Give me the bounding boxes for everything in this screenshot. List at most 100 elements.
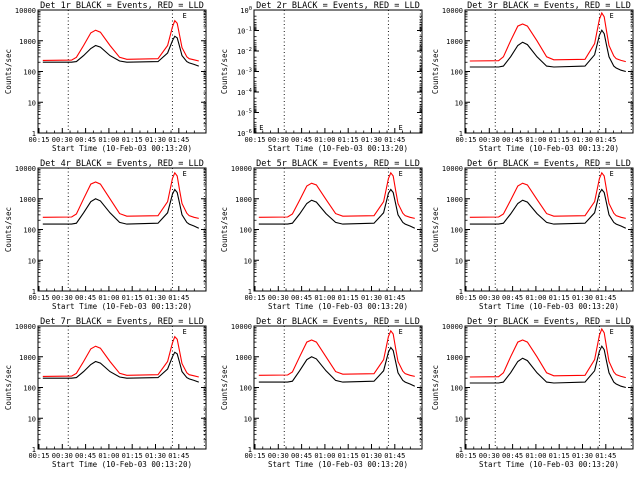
x-tick-label: 01:00 <box>314 294 335 302</box>
y-tick-label: 100 <box>23 385 36 393</box>
series-line-lld <box>469 327 626 379</box>
panel-title: Det 2r BLACK = Events, RED = LLD <box>256 1 420 11</box>
x-tick-label: 00:15 <box>244 136 265 144</box>
y-tick-label: 1000 <box>19 354 36 362</box>
panel-title: Det 4r BLACK = Events, RED = LLD <box>40 159 204 169</box>
y-tick-label: 10-5 <box>237 109 252 118</box>
series-line-events <box>258 346 416 387</box>
x-tick-label: 01:30 <box>145 452 166 460</box>
panel-det-4: Det 4r BLACK = Events, RED = LLD 1 10 100 10… <box>4 159 207 311</box>
plot-frame <box>253 325 423 450</box>
x-tick-label: 01:00 <box>314 452 335 460</box>
y-tick-label: 10000 <box>231 165 252 173</box>
x-axis-label: Start Time (10-Feb-03 00:13:20) <box>479 144 619 153</box>
x-tick-label: 00:30 <box>479 136 500 144</box>
x-tick-label: 01:15 <box>338 294 359 302</box>
y-tick-label: 1 <box>32 446 36 454</box>
panel-det-9: Det 9r BLACK = Events, RED = LLD 1 10 100 10… <box>431 317 634 469</box>
y-tick-label: 1 <box>248 288 252 296</box>
x-tick-label: 01:15 <box>549 294 570 302</box>
y-tick-label: 1 <box>32 130 36 138</box>
y-tick-label: 10-4 <box>237 88 253 97</box>
x-axis-label: Start Time (10-Feb-03 00:13:20) <box>479 302 619 311</box>
y-tick-exponent: -6 <box>245 129 252 135</box>
series-line-events <box>42 35 199 67</box>
series-line-lld <box>469 171 626 219</box>
y-tick-label: 1 <box>459 288 463 296</box>
x-tick-label: 01:45 <box>384 452 405 460</box>
y-axis-label: Counts/sec <box>4 365 13 410</box>
y-tick-label: 10000 <box>15 323 36 331</box>
event-marker: E <box>398 170 402 178</box>
y-axis-label: Counts/sec <box>220 365 229 410</box>
event-marker: E <box>609 12 613 20</box>
series-line-events <box>42 351 199 383</box>
y-axis-label: Counts/sec <box>220 207 229 252</box>
y-tick-label: 1 <box>459 130 463 138</box>
y-tick-label: 1000 <box>19 38 36 46</box>
series-line-events <box>469 29 626 73</box>
y-tick-label: 10-2 <box>237 47 252 56</box>
y-tick-label: 1 <box>32 288 36 296</box>
y-tick-label: 10 <box>244 257 252 265</box>
y-tick-label: 1000 <box>446 354 463 362</box>
panel-det-5: Det 5r BLACK = Events, RED = LLD 1 10 100 10… <box>220 159 423 311</box>
x-tick-label: 00:30 <box>479 294 500 302</box>
x-axis-label: Start Time (10-Feb-03 00:13:20) <box>52 144 192 153</box>
x-tick-label: 00:30 <box>268 136 289 144</box>
y-tick-label: 100 <box>450 69 463 77</box>
x-tick-label: 00:45 <box>291 294 312 302</box>
x-tick-label: 01:45 <box>168 294 189 302</box>
y-tick-label: 10-6 <box>237 129 252 138</box>
x-tick-label: 00:45 <box>502 294 523 302</box>
panel-title: Det 1r BLACK = Events, RED = LLD <box>40 1 204 11</box>
x-tick-label: 00:45 <box>291 136 312 144</box>
panel-det-7: Det 7r BLACK = Events, RED = LLD 1 10 100 10… <box>4 317 207 469</box>
y-tick-exponent: -1 <box>245 27 252 33</box>
x-tick-label: 00:30 <box>268 294 289 302</box>
y-tick-exponent: -5 <box>245 109 252 115</box>
y-axis-label: Counts/sec <box>4 207 13 252</box>
y-axis-label: Counts/sec <box>431 207 440 252</box>
y-tick-label: 100 <box>23 227 36 235</box>
x-tick-label: 00:15 <box>28 294 49 302</box>
x-tick-label: 01:45 <box>168 136 189 144</box>
y-tick-label: 10 <box>455 257 463 265</box>
x-tick-label: 00:45 <box>75 136 96 144</box>
x-tick-label: 00:45 <box>502 136 523 144</box>
y-axis-label: Counts/sec <box>431 49 440 94</box>
panel-det-2: Det 2r BLACK = Events, RED = LLD 100 10-1 1… <box>220 1 423 153</box>
x-tick-label: 00:15 <box>244 452 265 460</box>
event-marker: E <box>182 12 186 20</box>
y-tick-label: 1000 <box>235 196 252 204</box>
y-tick-label: 1 <box>248 446 252 454</box>
y-tick-label: 1 <box>459 446 463 454</box>
panel-title: Det 3r BLACK = Events, RED = LLD <box>467 1 631 11</box>
x-tick-label: 01:45 <box>595 294 616 302</box>
y-tick-label: 10-3 <box>237 68 252 77</box>
x-axis-label: Start Time (10-Feb-03 00:13:20) <box>52 302 192 311</box>
series-line-events <box>258 188 416 229</box>
y-tick-label: 1000 <box>19 196 36 204</box>
x-tick-label: 00:15 <box>455 294 476 302</box>
x-tick-label: 01:30 <box>572 452 593 460</box>
y-tick-label: 10000 <box>231 323 252 331</box>
x-tick-label: 01:45 <box>595 452 616 460</box>
x-tick-label: 01:15 <box>122 136 143 144</box>
series-line-lld <box>258 329 415 377</box>
panel-title: Det 8r BLACK = Events, RED = LLD <box>256 317 420 327</box>
x-tick-label: 01:00 <box>98 294 119 302</box>
x-axis-label: Start Time (10-Feb-03 00:13:20) <box>268 144 408 153</box>
event-marker: E <box>259 124 263 132</box>
series-line-lld <box>42 19 199 62</box>
x-tick-label: 00:30 <box>52 452 73 460</box>
x-tick-label: 01:15 <box>338 136 359 144</box>
series-line-events <box>469 345 626 389</box>
x-tick-label: 00:45 <box>291 452 312 460</box>
y-tick-label: 10000 <box>442 165 463 173</box>
y-tick-exponent: -2 <box>245 47 252 53</box>
x-tick-label: 01:00 <box>314 136 335 144</box>
x-tick-label: 00:30 <box>52 136 73 144</box>
plot-frame <box>37 167 207 292</box>
